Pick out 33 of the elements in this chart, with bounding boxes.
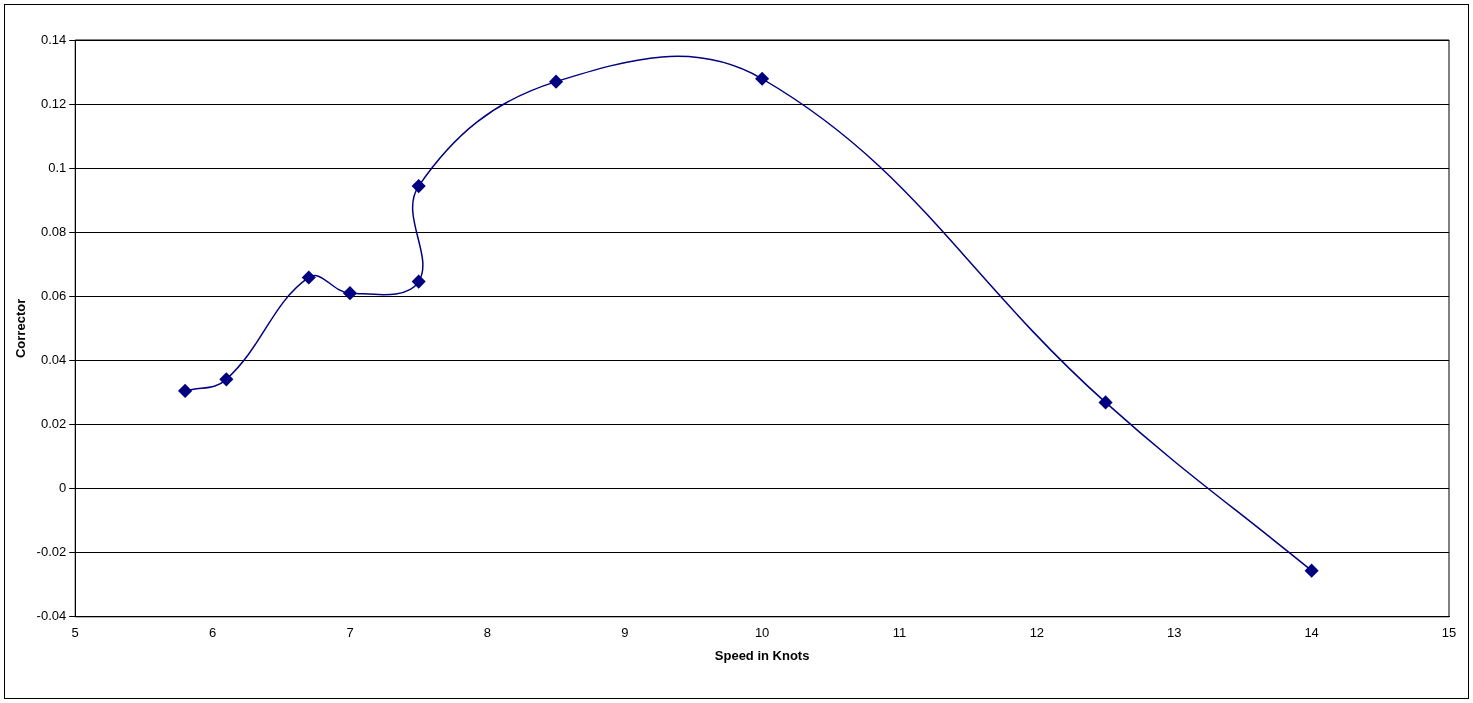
point [411, 274, 426, 289]
point [343, 286, 357, 300]
x-tick-label: 6 [208, 625, 217, 641]
x-tick-label: 10 [754, 625, 770, 641]
point [1098, 395, 1113, 410]
x-tick-label: 14 [1304, 625, 1319, 641]
y-tick-label: 0 [59, 480, 67, 496]
point [302, 270, 316, 285]
y-tick-label: 0.08 [40, 223, 67, 239]
point [219, 372, 234, 387]
x-tick-label: 7 [346, 625, 354, 641]
y-tick-label: -0.04 [36, 608, 67, 624]
x-tick-label: 15 [1441, 625, 1457, 641]
x-tick-label: 5 [71, 625, 79, 641]
x-tick-label: 9 [621, 625, 629, 641]
y-axis-title: Corrector [13, 298, 29, 359]
x-tick-label: 12 [1029, 625, 1045, 641]
point [411, 179, 426, 193]
y-tick-label: 0.04 [40, 352, 67, 368]
y-tick-label: 0.12 [40, 95, 67, 111]
x-tick-label: 13 [1167, 625, 1182, 641]
y-tick-label: 0.02 [40, 416, 67, 432]
x-tick-label: 11 [892, 625, 907, 641]
point [1304, 563, 1319, 578]
y-tick-label: 0.06 [40, 287, 67, 303]
y-tick-label: 0.14 [40, 31, 67, 47]
x-axis-title: Speed in Knots [714, 647, 810, 663]
x-tick-label: 8 [483, 625, 491, 641]
point [178, 384, 192, 398]
point [549, 74, 563, 89]
y-tick-label: -0.02 [36, 544, 67, 560]
y-tick-label: 0.1 [48, 159, 67, 175]
point [755, 72, 769, 86]
